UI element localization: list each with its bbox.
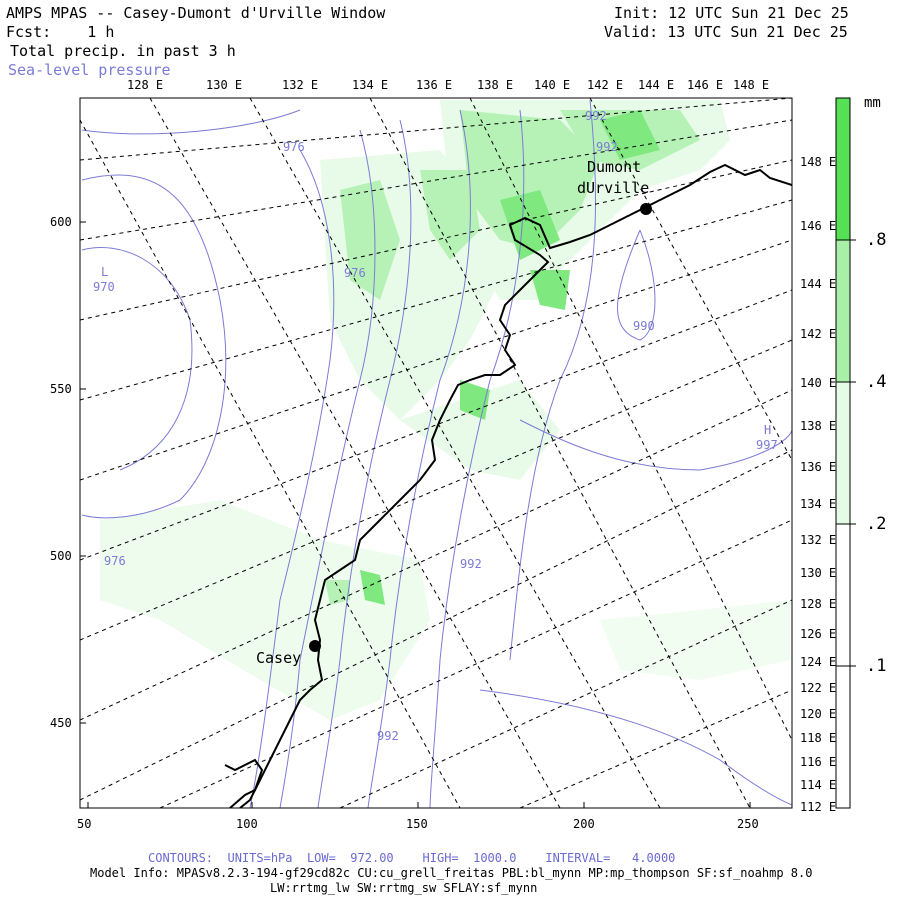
- lon-label: 148 E: [800, 155, 836, 169]
- x-axis-label: 250: [737, 817, 759, 831]
- x-axis-label: 50: [77, 817, 91, 831]
- contour-labels: 976 992 992 976 970 L 990 H 997 976 992 …: [93, 109, 778, 743]
- contour-label: L: [101, 265, 108, 279]
- contours-info: CONTOURS: UNITS=hPa LOW= 972.00 HIGH= 10…: [148, 851, 676, 865]
- lon-label: 134 E: [800, 497, 836, 511]
- y-axis-label: 500: [50, 549, 72, 563]
- top-lon-labels: 128 E 130 E 132 E 134 E 136 E 138 E 140 …: [127, 78, 769, 92]
- station-dumont-label-2: dUrville: [577, 179, 649, 197]
- lon-label: 126 E: [800, 627, 836, 641]
- lon-label: 140 E: [534, 78, 570, 92]
- colorbar-frame: [835, 97, 851, 809]
- forecast-hour: Fcst: 1 h: [6, 23, 114, 41]
- x-axis-labels: 50 100 150 200 250: [77, 817, 759, 831]
- colorbar-band: [836, 524, 850, 666]
- lon-label: 138 E: [477, 78, 513, 92]
- lon-label: 120 E: [800, 707, 836, 721]
- contour-label: 997: [756, 438, 778, 452]
- lon-label: 142 E: [800, 327, 836, 341]
- right-lon-labels: 148 E 146 E 144 E 142 E 140 E 138 E 136 …: [800, 155, 836, 814]
- y-axis-label: 600: [50, 215, 72, 229]
- y-axis-label: 550: [50, 382, 72, 396]
- lon-label: 130 E: [206, 78, 242, 92]
- fcst-value: 1 h: [87, 23, 115, 41]
- x-axis-label: 200: [573, 817, 595, 831]
- latlon-grid: [80, 98, 792, 808]
- lon-label: 118 E: [800, 731, 836, 745]
- coastline: [224, 163, 792, 808]
- contour-label: 992: [596, 140, 618, 154]
- fcst-label: Fcst:: [6, 23, 52, 41]
- model-info-2: LW:rrtmg_lw SW:rrtmg_sw SFLAY:sf_mynn: [270, 881, 538, 895]
- contour-label: 992: [377, 729, 399, 743]
- lon-label: 146 E: [687, 78, 723, 92]
- y-axis-labels: 600 550 500 450: [50, 215, 72, 730]
- lon-label: 128 E: [800, 597, 836, 611]
- lon-label: 132 E: [282, 78, 318, 92]
- pressure-contours: [81, 99, 792, 808]
- lon-label: 122 E: [800, 681, 836, 695]
- colorbar-band: [836, 98, 850, 240]
- lon-label: 146 E: [800, 219, 836, 233]
- precip-shading: [100, 100, 790, 720]
- station-dumont-label: Dumont: [587, 158, 641, 176]
- y-axis-ticks: [80, 221, 86, 724]
- lon-label: 148 E: [733, 78, 769, 92]
- station-dumont-marker: [640, 203, 652, 215]
- model-info: Model Info: MPASv8.2.3-194-gf29cd82c CU:…: [90, 866, 813, 880]
- contour-label: 976: [344, 266, 366, 280]
- field-name: Total precip. in past 3 h: [10, 42, 236, 60]
- lon-label: 132 E: [800, 533, 836, 547]
- map-panel: [80, 98, 792, 808]
- colorbar-unit: mm: [864, 95, 881, 111]
- contour-label: 970: [93, 280, 115, 294]
- contour-label: 992: [585, 109, 607, 123]
- overlay-name: Sea-level pressure: [8, 61, 171, 79]
- lon-label: 136 E: [416, 78, 452, 92]
- contour-label: 976: [283, 140, 305, 154]
- lon-label: 136 E: [800, 460, 836, 474]
- lon-label: 144 E: [800, 277, 836, 291]
- colorbar-level: .2: [866, 514, 886, 534]
- lon-label: 114 E: [800, 778, 836, 792]
- lon-label: 130 E: [800, 566, 836, 580]
- contour-label: 990: [633, 319, 655, 333]
- lon-label: 138 E: [800, 419, 836, 433]
- station-casey-label: Casey: [256, 649, 301, 667]
- lon-label: 134 E: [352, 78, 388, 92]
- station-casey-marker: [309, 640, 321, 652]
- lon-label: 140 E: [800, 376, 836, 390]
- x-axis-label: 150: [406, 817, 428, 831]
- colorbar-band: [836, 240, 850, 382]
- x-axis-ticks: [87, 802, 751, 808]
- colorbar: mm .8 .4 .2 .1: [835, 95, 886, 809]
- lon-label: 124 E: [800, 655, 836, 669]
- y-axis-label: 450: [50, 716, 72, 730]
- colorbar-band: [836, 382, 850, 524]
- lon-label: 142 E: [587, 78, 623, 92]
- contour-label: H: [764, 423, 771, 437]
- init-time: Init: 12 UTC Sun 21 Dec 25: [614, 4, 849, 22]
- colorbar-band: [836, 666, 850, 808]
- colorbar-level: .1: [866, 656, 886, 676]
- colorbar-level: .8: [866, 230, 886, 250]
- lon-label: 116 E: [800, 755, 836, 769]
- valid-time: Valid: 13 UTC Sun 21 Dec 25: [604, 23, 848, 41]
- lon-label: 112 E: [800, 800, 836, 814]
- contour-label: 992: [460, 557, 482, 571]
- contour-label: 976: [104, 554, 126, 568]
- map-frame: [79, 97, 793, 809]
- map-title: AMPS MPAS -- Casey-Dumont d'Urville Wind…: [6, 4, 386, 22]
- lon-label: 128 E: [127, 78, 163, 92]
- colorbar-level: .4: [866, 372, 886, 392]
- x-axis-label: 100: [236, 817, 258, 831]
- lon-label: 144 E: [638, 78, 674, 92]
